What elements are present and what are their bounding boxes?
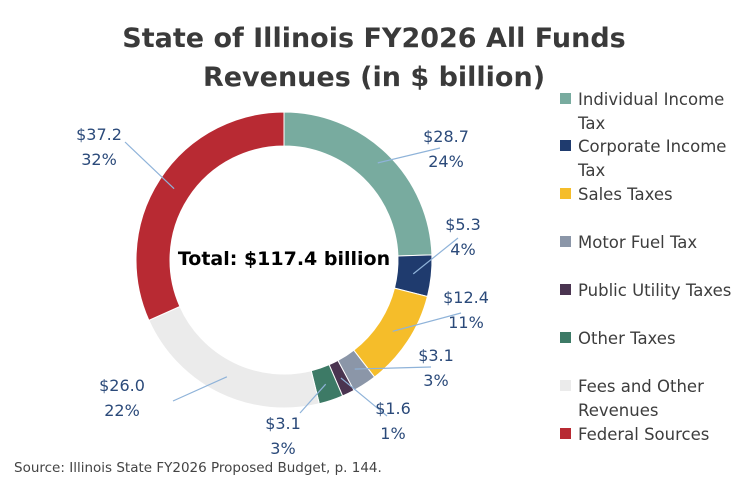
value-label-corporate-income-tax: $5.3 [445,215,481,234]
percent-label-federal-sources: 32% [81,150,117,169]
value-label-motor-fuel-tax: $3.1 [418,346,454,365]
percent-label-fees-and-other-revenues: 22% [104,401,140,420]
leader-line-individual-income-tax [377,147,441,164]
legend-label-motor-fuel-tax: Motor Fuel Tax [578,233,697,252]
legend-swatch-motor-fuel-tax [560,236,571,247]
legend-swatch-individual-income-tax [560,93,571,104]
legend-swatch-public-utility-taxes [560,284,571,295]
legend-swatch-corporate-income-tax [560,140,571,151]
legend-label-individual-income-tax: Individual Income [578,90,724,109]
percent-label-other-taxes: 3% [270,439,295,458]
legend-item-individual-income-tax: Individual Income Tax [560,90,724,133]
slice-individual-income-tax [283,111,433,257]
leader-line-other-taxes [299,383,327,414]
legend-label-individual-income-tax: Tax [577,114,605,133]
percent-label-corporate-income-tax: 4% [450,240,475,259]
legend-swatch-sales-taxes [560,188,571,199]
slice-federal-sources [135,111,285,322]
legend-label-fees-and-other-revenues: Revenues [578,401,658,420]
legend-label-federal-sources: Federal Sources [578,425,709,444]
legend-label-public-utility-taxes: Public Utility Taxes [578,281,731,300]
legend-label-corporate-income-tax: Corporate Income [578,137,726,156]
legend-item-other-taxes: Other Taxes [560,329,676,348]
legend-label-corporate-income-tax: Tax [577,161,605,180]
value-label-federal-sources: $37.2 [76,125,122,144]
percent-label-public-utility-taxes: 1% [380,424,405,443]
source-note: Source: Illinois State FY2026 Proposed B… [14,460,382,476]
percent-label-individual-income-tax: 24% [428,152,464,171]
value-label-fees-and-other-revenues: $26.0 [99,376,145,395]
label-leader-lines [124,141,462,417]
leader-line-sales-taxes [392,312,462,332]
legend-swatch-other-taxes [560,332,571,343]
value-label-sales-taxes: $12.4 [443,288,489,307]
legend-item-fees-and-other-revenues: Fees and Other Revenues [560,377,704,420]
legend-item-sales-taxes: Sales Taxes [560,185,673,204]
slice-fees-and-other-revenues [148,305,320,409]
legend-label-other-taxes: Other Taxes [578,329,676,348]
value-label-other-taxes: $3.1 [265,414,301,433]
legend-swatch-fees-and-other-revenues [560,380,571,391]
leader-line-corporate-income-tax [412,237,459,275]
legend-item-public-utility-taxes: Public Utility Taxes [560,281,731,300]
leader-line-motor-fuel-tax [354,366,432,370]
percent-label-motor-fuel-tax: 3% [423,371,448,390]
chart-title-line-1: State of Illinois FY2026 All Funds [122,23,625,54]
center-total-label: Total: $117.4 billion [178,248,390,270]
value-label-individual-income-tax: $28.7 [423,127,469,146]
chart-title-line-2: Revenues (in $ billion) [203,62,545,93]
legend-item-corporate-income-tax: Corporate Income Tax [560,137,726,180]
chart-title: State of Illinois FY2026 All Funds Revenu… [122,23,625,93]
value-label-public-utility-taxes: $1.6 [375,399,411,418]
chart-legend: Individual Income Tax Corporate Income Tax S… [560,90,731,444]
leader-line-fees-and-other-revenues [172,376,228,402]
percent-label-sales-taxes: 11% [448,313,484,332]
data-labels: $28.7 24% $5.3 4% $12.4 11% $3.1 3% $1.6 1% $3.1 3%… [76,125,489,458]
leader-line-federal-sources [124,141,175,190]
legend-label-fees-and-other-revenues: Fees and Other [578,377,704,396]
legend-item-motor-fuel-tax: Motor Fuel Tax [560,233,697,252]
legend-item-federal-sources: Federal Sources [560,425,709,444]
legend-swatch-federal-sources [560,428,571,439]
donut-slices [135,111,433,409]
leader-line-public-utility-taxes [340,377,388,417]
legend-label-sales-taxes: Sales Taxes [578,185,673,204]
